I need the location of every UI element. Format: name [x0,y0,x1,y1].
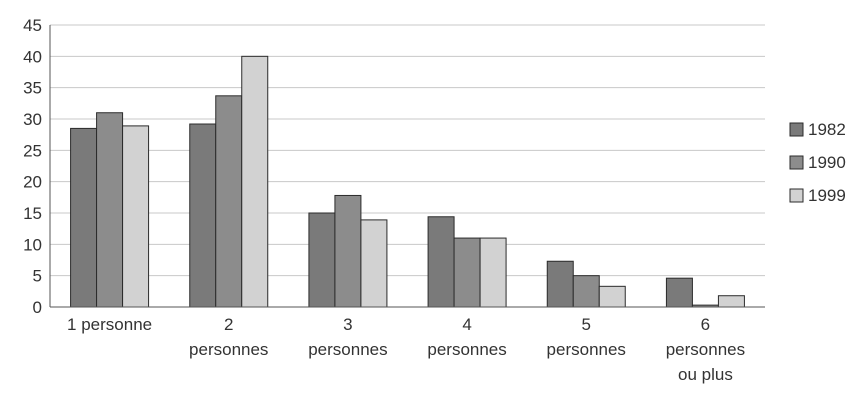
bar-1982-2 [189,123,217,308]
x-tick-label: 2 [224,315,233,334]
bar-1990-2 [215,95,243,308]
y-tick-label: 25 [23,141,42,160]
bar-1982-5 [546,260,574,308]
axes [49,25,765,308]
x-tick-label: 1 personne [67,315,152,334]
x-tick-label: 6 [701,315,710,334]
bar-1999-4 [479,237,507,308]
legend-label-1990: 1990 [808,153,846,172]
x-tick-label: 4 [462,315,471,334]
bar-1990-3 [334,194,362,308]
x-tick-label: 3 [343,315,352,334]
y-tick-label: 45 [23,16,42,35]
bar-1999-3 [360,219,388,308]
x-axis-ticks: 1 personne 2 personnes 3 personnes 4 personnes… [67,315,745,384]
x-tick-label: personnes [308,340,387,359]
x-tick-label: personnes [189,340,268,359]
bar-1999-5 [598,285,626,308]
legend-swatch-1999 [789,188,804,203]
gridlines [50,24,765,308]
bar-1999-2 [241,55,269,308]
y-tick-label: 20 [23,173,42,192]
y-tick-label: 30 [23,110,42,129]
y-axis-ticks: 0 5 10 15 20 25 30 35 40 45 [23,16,42,317]
bar-1990-5 [572,275,600,308]
x-tick-label: ou plus [678,365,733,384]
legend: 1982 1990 1999 [789,120,846,205]
legend-label-1999: 1999 [808,186,846,205]
legend-swatch-1982 [789,122,804,137]
x-tick-label: personnes [666,340,745,359]
y-tick-label: 40 [23,47,42,66]
x-tick-label: personnes [547,340,626,359]
legend-label-1982: 1982 [808,120,846,139]
y-tick-label: 0 [33,298,42,317]
bar-1982-1 [70,127,98,308]
bar-1999-1 [122,125,150,308]
y-tick-label: 10 [23,235,42,254]
bar-1982-6 [665,277,693,308]
x-tick-label: personnes [427,340,506,359]
bar-1990-4 [453,237,481,308]
y-tick-label: 15 [23,204,42,223]
y-tick-label: 35 [23,79,42,98]
legend-swatch-1990 [789,155,804,170]
x-tick-label: 5 [582,315,591,334]
bar-1982-3 [308,212,336,308]
bar-1990-1 [96,112,124,308]
bar-1999-6 [717,295,745,308]
y-tick-label: 5 [33,267,42,286]
bar-1982-4 [427,216,455,308]
